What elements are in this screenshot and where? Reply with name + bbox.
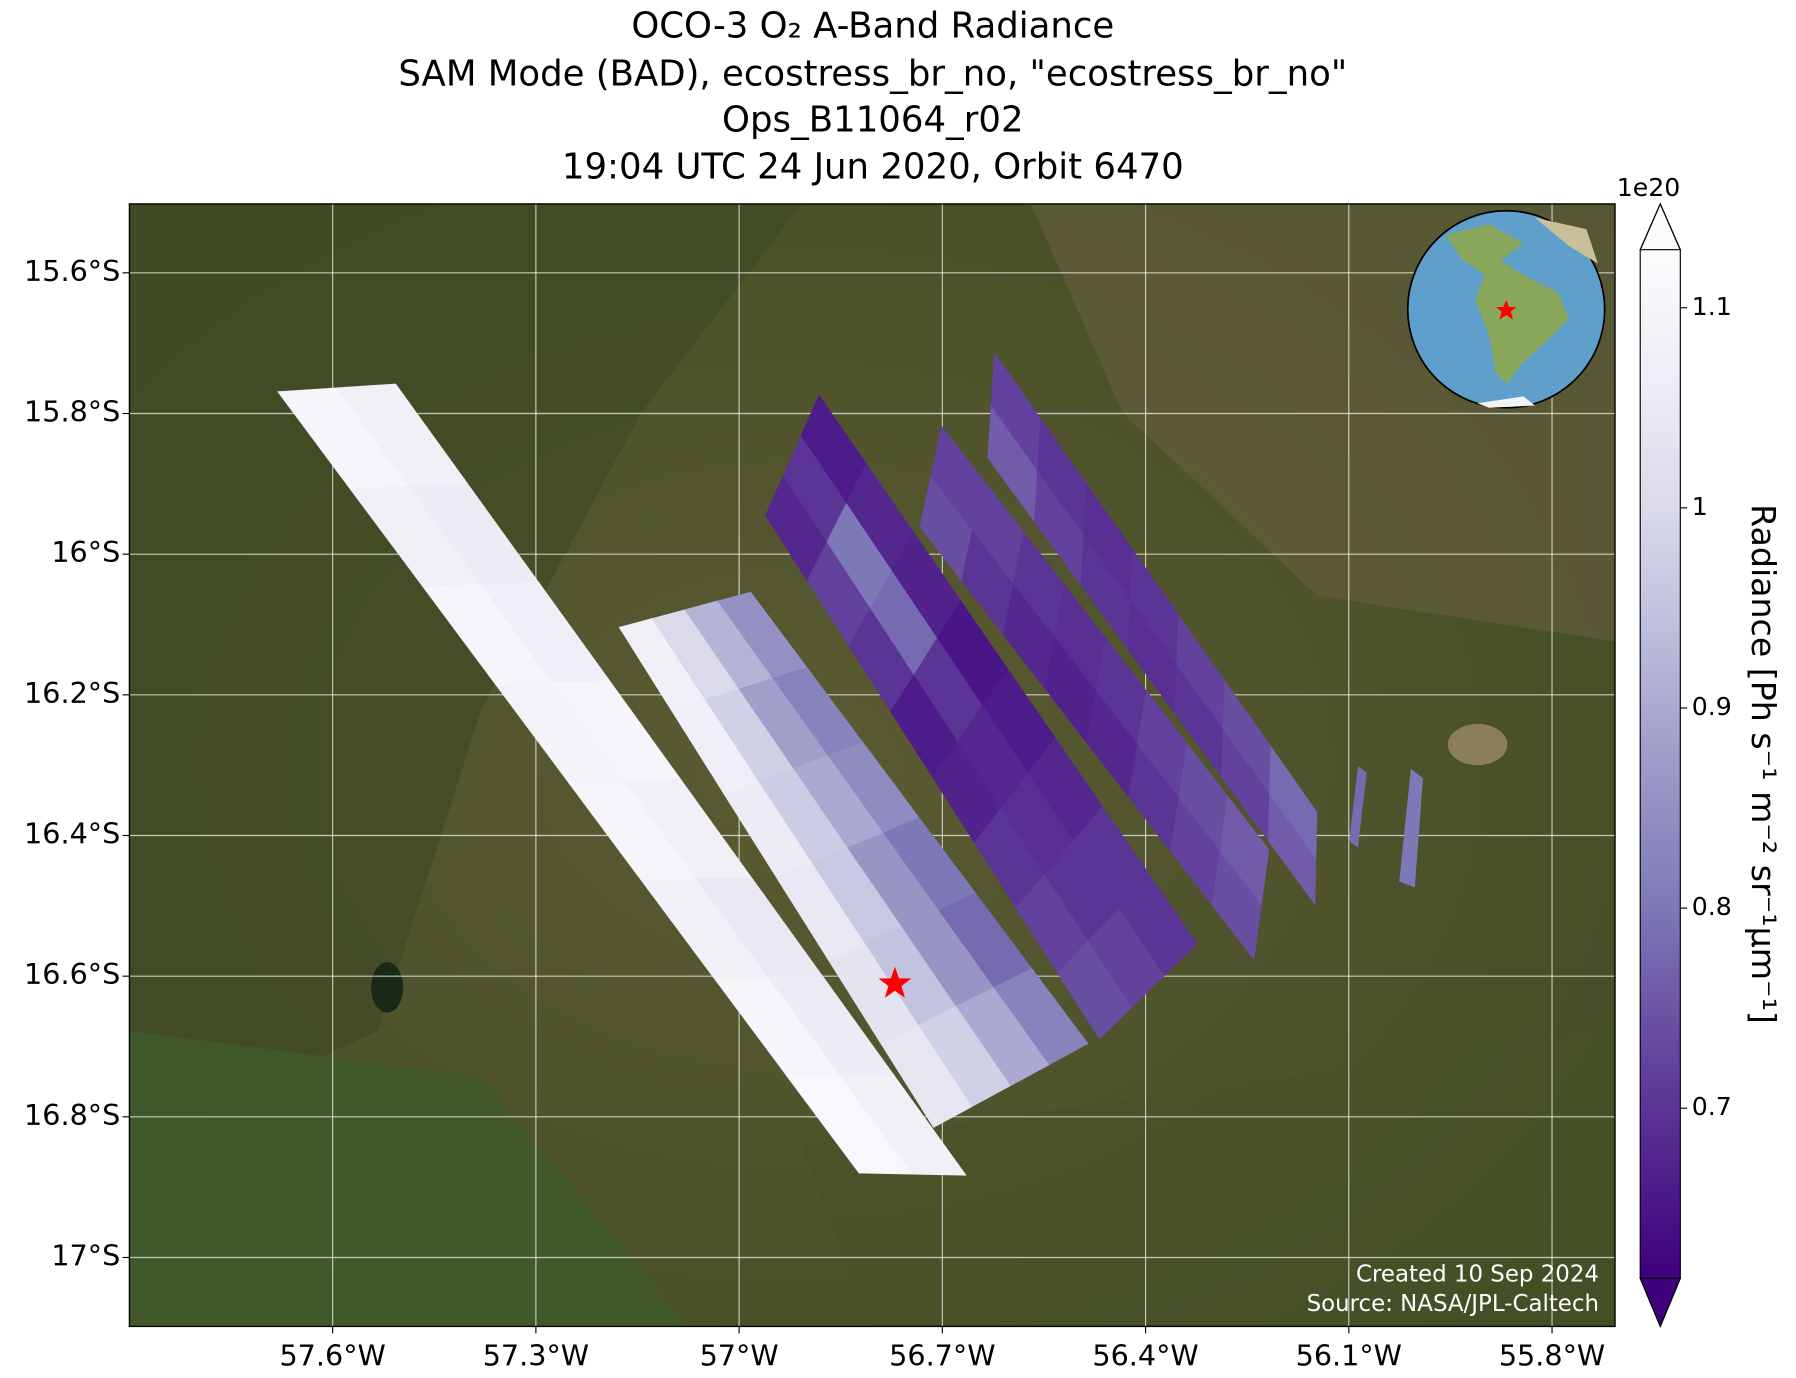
colorbar-tick-label: 0.9 — [1692, 692, 1732, 721]
terrain — [801, 1030, 1616, 1327]
x-tick-label: 56.7°W — [889, 1338, 995, 1372]
plot-frame — [128, 203, 1616, 1328]
terrain — [129, 203, 802, 1146]
colorbar-frame — [1639, 202, 1681, 1328]
swath-cell — [1118, 874, 1198, 976]
y-tick-label: 16.4°S — [24, 817, 120, 851]
y-tick-label: 16.2°S — [24, 676, 120, 710]
y-tick-label: 16.8°S — [24, 1098, 120, 1132]
swath-cell — [993, 967, 1089, 1066]
title-line: SAM Mode (BAD), ecostress_br_no, "ecostr… — [398, 54, 1347, 95]
lake — [1447, 723, 1508, 766]
title-line: 19:04 UTC 24 Jun 2020, Orbit 6470 — [562, 146, 1184, 187]
swaths — [277, 352, 1423, 1176]
wetland — [129, 1030, 688, 1327]
x-tick-label: 57.3°W — [483, 1338, 589, 1372]
title-line: OCO-3 O₂ A-Band Radiance — [631, 6, 1114, 47]
colorbar-offset: 1e20 — [1617, 173, 1681, 202]
title: OCO-3 O₂ A-Band Radiance SAM Mode (BAD),… — [398, 6, 1347, 188]
colorbar-tick-label: 0.7 — [1692, 1092, 1732, 1121]
colorbar-tick-label: 1 — [1692, 492, 1708, 521]
y-tick-label: 17°S — [51, 1238, 120, 1272]
swath-cell — [1349, 765, 1367, 848]
colorbar-extend — [1639, 1277, 1682, 1328]
colorbar-tick-label: 1.1 — [1692, 292, 1732, 321]
swath-cell — [839, 1075, 967, 1176]
credits: Created 10 Sep 2024 Source: NASA/JPL-Cal… — [1307, 1261, 1599, 1317]
colorbar-label: Radiance [Ph s⁻¹ m⁻² sr⁻¹μm⁻¹] — [1744, 504, 1783, 1024]
x-tick-label: 57°W — [700, 1338, 779, 1372]
swath-cell — [1269, 745, 1318, 860]
y-tick-label: 15.8°S — [24, 395, 120, 429]
target-marker — [878, 966, 912, 998]
x-tick-label: 56.1°W — [1296, 1338, 1402, 1372]
x-tick-label: 55.8°W — [1499, 1338, 1605, 1372]
swath-cell — [1399, 768, 1423, 888]
globe-land — [1534, 217, 1598, 264]
title-line: Ops_B11064_r02 — [722, 99, 1024, 140]
credit-text: Source: NASA/JPL-Caltech — [1307, 1291, 1599, 1317]
globe-ice — [1477, 396, 1535, 408]
x-tick-label: 57.6°W — [279, 1338, 385, 1372]
y-tick-label: 16.6°S — [24, 957, 120, 991]
credit-text: Created 10 Sep 2024 — [1356, 1261, 1599, 1287]
globe-marker — [1495, 300, 1517, 320]
colorbar: 0.7 0.8 0.9 1 1.1 1e20 Radiance [Ph s⁻¹ m⁻² sr… — [1617, 173, 1783, 1328]
globe-inset — [1406, 209, 1606, 409]
y-tick-label: 15.6°S — [24, 254, 120, 288]
colorbar-extend — [1639, 202, 1682, 251]
swath-cell — [1219, 795, 1270, 906]
colorbar-body — [1640, 249, 1681, 1279]
lake — [371, 962, 404, 1013]
x-tick-label: 56.4°W — [1092, 1338, 1198, 1372]
colorbar-tick-label: 0.8 — [1692, 892, 1732, 921]
y-tick-label: 16°S — [51, 535, 120, 569]
